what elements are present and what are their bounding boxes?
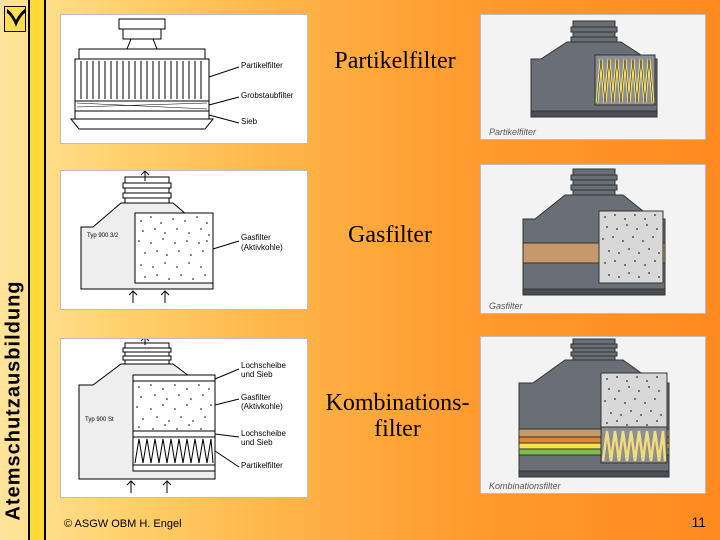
sidebar-title: Atemschutzausbildung — [0, 270, 34, 530]
label-kombi-line2: filter — [374, 416, 421, 442]
annot-typ: Typ 900 3/2 — [87, 233, 118, 239]
diagram-bw-partikelfilter: Partikelfilter Grobstaubfilter Sieb — [60, 14, 308, 144]
annot-aktivkohle: (Aktivkohle) — [241, 243, 283, 252]
diagram-color-gasfilter: Gasfilter — [480, 164, 706, 314]
annot-grobstaubfilter: Grobstaubfilter — [241, 91, 293, 100]
caption-c2: Gasfilter — [489, 301, 523, 311]
annot-partikelfilter: Partikelfilter — [241, 61, 283, 70]
page-number: 11 — [691, 514, 706, 530]
caption-c3: Kombinationsfilter — [489, 481, 561, 491]
diagram-color-partikelfilter: Partikelfilter — [480, 14, 706, 140]
annot3-aktivkohle: (Aktivkohle) — [241, 402, 283, 411]
label-partikelfilter: Partikelfilter — [320, 48, 470, 74]
annot3-typ: Typ 900 St — [85, 417, 114, 423]
annot3-undsieb: und Sieb — [241, 370, 273, 379]
diagram-bw-kombinationsfilter: Lochscheibe und Sieb Gasfilter (Aktivkoh… — [60, 338, 308, 498]
label-gasfilter: Gasfilter — [330, 222, 450, 248]
diagram-color-kombinationsfilter: Kombinationsfilter — [480, 336, 706, 494]
label-kombinationsfilter: Kombinations- filter — [310, 390, 485, 443]
label-kombi-line1: Kombinations- — [326, 390, 470, 416]
annot3-lochscheibe: Lochscheibe — [241, 361, 286, 370]
annot-sieb: Sieb — [241, 117, 257, 126]
diagram-bw-gasfilter: Gasfilter (Aktivkohle) Typ 900 3/2 — [60, 170, 308, 310]
crest-icon — [4, 6, 26, 32]
sidebar-title-text: Atemschutzausbildung — [3, 280, 26, 520]
annot-gasfilter: Gasfilter — [241, 233, 271, 242]
annot3-gasfilter: Gasfilter — [241, 393, 271, 402]
annot3-partikelfilter: Partikelfilter — [241, 461, 283, 470]
annot3-undsieb2: und Sieb — [241, 438, 273, 447]
caption-c1: Partikelfilter — [489, 127, 536, 137]
annot3-lochscheibe2: Lochscheibe — [241, 429, 286, 438]
copyright-text: © ASGW OBM H. Engel — [64, 518, 182, 530]
slide-root: Atemschutzausbildung Partikelfilter Gasf… — [0, 0, 720, 540]
